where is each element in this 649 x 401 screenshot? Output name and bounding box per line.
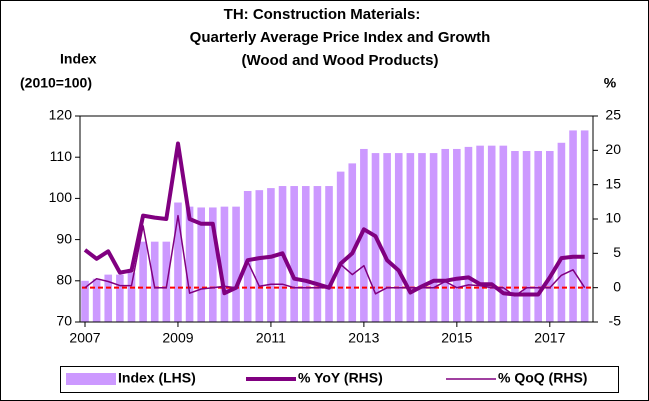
bar bbox=[81, 280, 89, 322]
y-tick-label: 100 bbox=[49, 189, 73, 205]
bar bbox=[336, 171, 345, 322]
bar bbox=[522, 151, 531, 322]
y-tick-label: 90 bbox=[56, 230, 72, 246]
bar bbox=[383, 153, 391, 322]
y2-tick-label: 25 bbox=[605, 107, 621, 123]
bar bbox=[394, 153, 403, 322]
bar bbox=[301, 186, 310, 322]
x-tick-label: 2009 bbox=[162, 330, 193, 346]
bar bbox=[406, 153, 415, 322]
bar bbox=[557, 142, 566, 322]
y2-tick-label: 10 bbox=[605, 210, 621, 226]
bar bbox=[360, 148, 368, 322]
bar bbox=[127, 272, 136, 322]
bar bbox=[313, 186, 322, 322]
bar bbox=[476, 145, 484, 322]
bar bbox=[185, 206, 194, 322]
bar bbox=[441, 148, 450, 322]
y-tick-label: 80 bbox=[56, 272, 72, 288]
bar bbox=[546, 151, 554, 322]
x-tick-label: 2013 bbox=[348, 330, 379, 346]
bar bbox=[325, 186, 333, 322]
x-tick-label: 2011 bbox=[256, 330, 286, 346]
x-tick-label: 2015 bbox=[441, 330, 472, 346]
bar bbox=[220, 206, 229, 322]
bar bbox=[290, 186, 298, 322]
bar bbox=[150, 241, 159, 322]
chart-title: Quarterly Average Price Index and Growth bbox=[190, 29, 491, 46]
bar bbox=[209, 207, 217, 322]
bar bbox=[418, 153, 426, 322]
chart-title: TH: Construction Materials: bbox=[224, 6, 421, 23]
y-axis-label: Index bbox=[60, 51, 97, 67]
bar bbox=[232, 206, 240, 322]
bar bbox=[453, 148, 461, 322]
line-series bbox=[84, 214, 586, 297]
bar bbox=[348, 163, 357, 322]
bar bbox=[569, 130, 577, 322]
legend-label: % YoY (RHS) bbox=[298, 370, 383, 386]
y-tick-label: 120 bbox=[49, 107, 73, 123]
y2-tick-label: 20 bbox=[605, 141, 621, 157]
bar bbox=[580, 130, 589, 322]
y2-tick-label: 0 bbox=[613, 278, 621, 294]
bar bbox=[511, 151, 519, 322]
y2-tick-label: -5 bbox=[609, 313, 622, 329]
bar bbox=[429, 153, 438, 322]
legend bbox=[60, 366, 619, 393]
legend-label: % QoQ (RHS) bbox=[498, 370, 587, 386]
y-tick-label: 110 bbox=[50, 148, 73, 164]
legend-swatch bbox=[66, 373, 116, 385]
y2-tick-label: 5 bbox=[613, 244, 621, 260]
bar bbox=[499, 145, 508, 322]
y2-tick-label: 15 bbox=[605, 175, 621, 191]
y2-axis-label: % bbox=[604, 75, 617, 91]
bar bbox=[92, 278, 101, 322]
y-tick-label: 70 bbox=[56, 313, 72, 329]
bar bbox=[104, 274, 113, 322]
bar bbox=[255, 190, 264, 322]
legend-label: Index (LHS) bbox=[118, 370, 196, 386]
bar bbox=[487, 145, 496, 322]
bar bbox=[197, 207, 205, 322]
bar bbox=[139, 241, 147, 322]
bar bbox=[174, 202, 182, 322]
bar bbox=[534, 151, 542, 322]
bar bbox=[162, 241, 171, 322]
bar bbox=[464, 146, 473, 322]
y-axis-label: (2010=100) bbox=[20, 75, 92, 91]
chart-title: (Wood and Wood Products) bbox=[242, 52, 439, 69]
x-tick-label: 2007 bbox=[69, 330, 100, 346]
bar bbox=[116, 274, 124, 322]
bar bbox=[243, 190, 252, 322]
x-tick-label: 2017 bbox=[534, 330, 565, 346]
